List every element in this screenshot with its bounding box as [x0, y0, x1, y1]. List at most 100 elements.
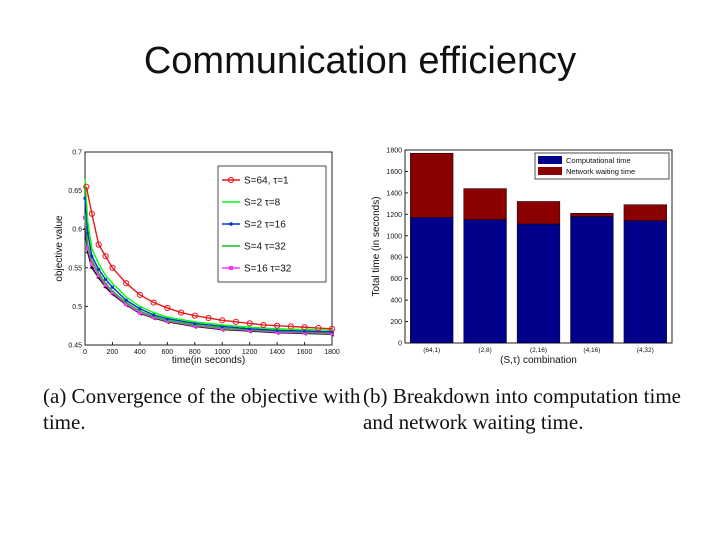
data-point — [205, 314, 212, 322]
data-point — [136, 291, 143, 298]
data-point — [275, 328, 279, 332]
y-tick-label: 600 — [390, 276, 402, 283]
data-point — [103, 282, 108, 287]
data-point — [302, 329, 307, 333]
legend-label: Network waiting time — [566, 167, 635, 176]
data-point — [150, 299, 157, 306]
data-point — [123, 280, 130, 287]
data-point — [124, 298, 128, 302]
data-point — [103, 277, 108, 281]
series-line — [84, 213, 333, 334]
data-point — [89, 261, 94, 266]
data-point — [219, 317, 226, 324]
data-point — [232, 318, 240, 325]
legend-label: S=4 τ=32 — [244, 242, 286, 253]
bar-segment — [410, 217, 454, 344]
series-line — [85, 186, 333, 330]
y-tick-label: 1200 — [386, 212, 402, 219]
data-point — [124, 302, 129, 307]
data-point — [152, 313, 156, 317]
bar-segment — [516, 223, 561, 344]
data-point — [83, 183, 90, 190]
data-point — [85, 246, 90, 251]
slide-title: Communication efficiency — [143, 40, 577, 82]
y-tick-label: 1400 — [386, 190, 402, 197]
legend-label: S=2 τ=8 — [244, 198, 281, 209]
y-tick-label: 400 — [390, 298, 402, 305]
legend-label: S=16 τ=32 — [244, 264, 292, 275]
data-point — [260, 321, 267, 329]
y-tick-label: 1600 — [386, 169, 402, 176]
data-point — [301, 324, 308, 331]
y-axis-label: objective value — [54, 215, 65, 282]
x-axis-label: time(in seconds) — [172, 355, 245, 365]
x-tick-label: 1600 — [297, 349, 313, 356]
x-tick-label: (2,8) — [478, 347, 491, 354]
bar-segment — [410, 152, 454, 218]
data-point — [110, 285, 115, 289]
y-tick-label: 1000 — [386, 233, 402, 240]
objective-convergence-chart: 0 200 400 600 800 1000 1200 1400 1600 1800 0.45 0.5… — [54, 150, 340, 366]
data-point — [86, 231, 90, 235]
data-point — [287, 323, 294, 330]
data-point — [274, 322, 281, 329]
x-tick-label: 1400 — [269, 349, 285, 356]
legend-label: S=2 τ=16 — [244, 220, 286, 231]
data-point — [109, 264, 116, 271]
data-point — [246, 320, 253, 327]
data-point — [328, 325, 336, 332]
series-line — [84, 198, 333, 333]
data-point — [90, 254, 94, 258]
data-point — [102, 253, 109, 260]
legend-marker — [229, 222, 233, 226]
x-tick-label: 800 — [189, 349, 201, 356]
data-point — [192, 323, 197, 328]
data-point — [138, 307, 142, 311]
x-tick-label: 1000 — [214, 349, 230, 356]
bar-segment — [623, 204, 667, 222]
x-tick-label: 1200 — [242, 349, 258, 356]
bar-segment — [516, 201, 561, 225]
legend-label: S=64, τ=1 — [244, 176, 289, 187]
x-tick-label: 1800 — [324, 349, 340, 356]
data-point — [97, 267, 101, 271]
series-line — [84, 229, 333, 335]
x-tick-label: (64,1) — [423, 347, 440, 354]
data-point — [96, 273, 101, 278]
y-tick-label: 0.7 — [72, 150, 82, 157]
legend-swatch — [538, 167, 562, 175]
data-point — [137, 310, 142, 315]
x-axis-label: (S,τ) combination — [500, 355, 577, 366]
bar-segment — [570, 213, 614, 217]
legend-label: Computational time — [566, 156, 631, 165]
data-point — [88, 210, 95, 217]
y-tick-label: 0.55 — [68, 265, 82, 272]
bar-segment — [570, 216, 614, 344]
x-tick-label: (2,16) — [530, 347, 547, 354]
caption-b: (b) Breakdown into computation time and … — [363, 384, 681, 434]
y-tick-label: 0 — [398, 341, 402, 348]
bar-segment — [623, 220, 667, 344]
x-tick-label: (4,16) — [583, 347, 600, 354]
data-point — [110, 290, 115, 295]
x-tick-label: 200 — [107, 349, 119, 356]
x-tick-label: 600 — [161, 349, 173, 356]
y-tick-label: 800 — [390, 255, 402, 262]
x-tick-label: 400 — [134, 349, 146, 356]
legend-marker — [229, 266, 233, 270]
legend-marker — [227, 176, 235, 184]
caption-a: (a) Convergence of the objective with ti… — [43, 384, 361, 434]
bar-segment — [463, 188, 507, 220]
y-tick-label: 0.6 — [72, 227, 82, 234]
y-tick-label: 1800 — [386, 148, 402, 155]
data-point — [220, 326, 225, 331]
y-tick-label: 0.45 — [68, 343, 82, 350]
y-axis-label: Total time (in seconds) — [371, 196, 382, 296]
y-tick-label: 0.65 — [68, 188, 82, 195]
time-breakdown-chart: 0 200 400 600 800 1000 1200 1400 1600 1800 (64,1) (… — [371, 148, 673, 366]
legend-swatch — [538, 156, 562, 164]
data-point — [151, 315, 156, 320]
data-point — [177, 309, 185, 316]
y-tick-label: 0.5 — [72, 304, 82, 311]
series-line — [84, 217, 333, 335]
